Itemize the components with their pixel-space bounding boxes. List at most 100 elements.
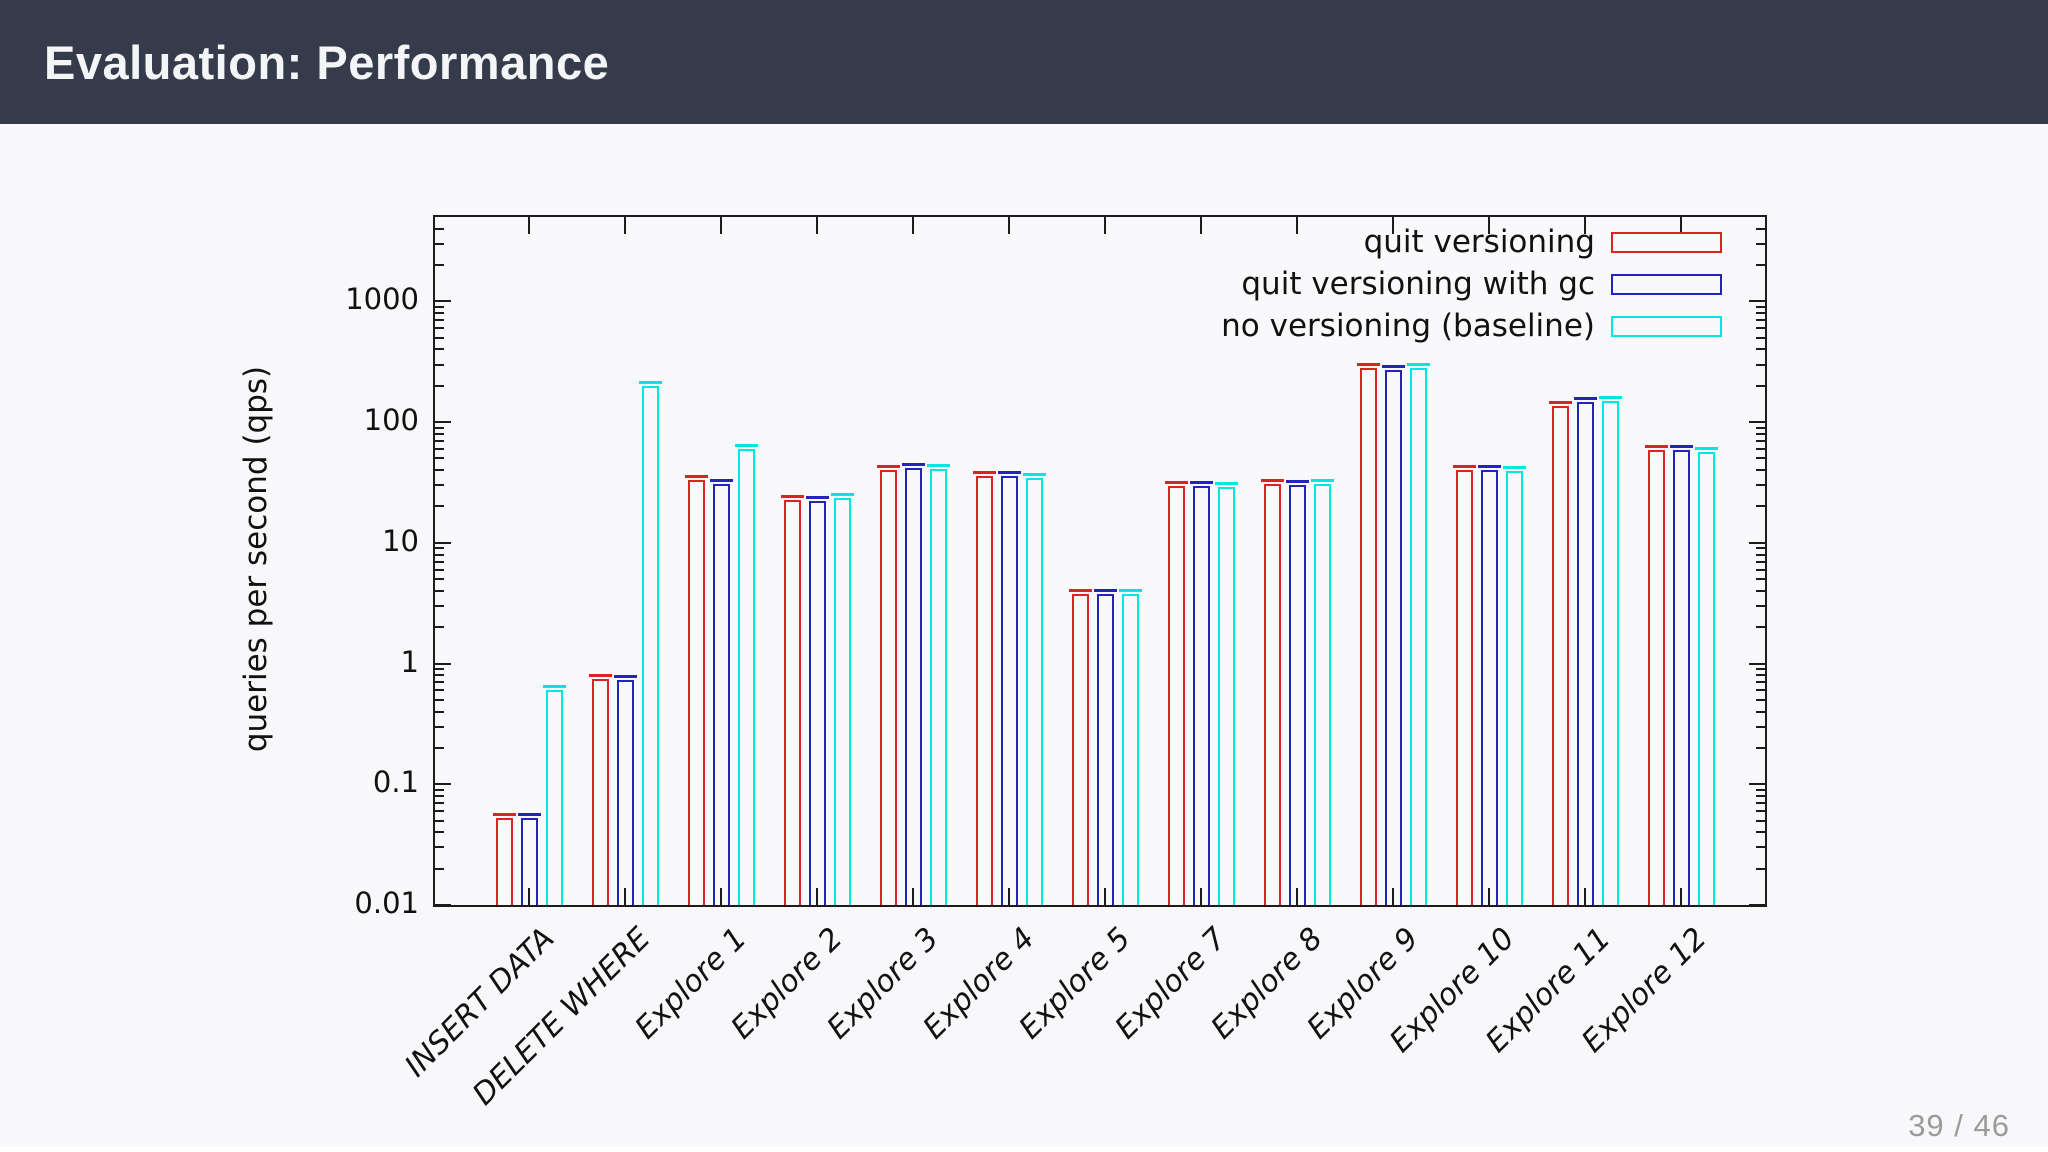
error-bar-cap	[543, 685, 566, 689]
error-bar-cap	[1190, 481, 1213, 485]
y-minor-tick	[435, 319, 444, 322]
bar-no-versioning-baseline--10	[1410, 368, 1427, 905]
bar-quit-versioning-8	[1168, 486, 1185, 905]
legend-label-3: no versioning (baseline)	[1221, 308, 1595, 344]
y-minor-tick	[435, 794, 444, 797]
y-minor-tick	[435, 547, 444, 550]
y-tick-label: 0.01	[354, 886, 419, 920]
x-tick-bottom	[816, 888, 818, 905]
y-minor-tick	[1756, 505, 1765, 508]
y-minor-tick	[1756, 668, 1765, 671]
y-minor-tick	[1756, 689, 1765, 692]
x-tick-bottom	[1680, 888, 1682, 905]
y-minor-tick	[435, 604, 444, 607]
error-bar-cap	[589, 674, 612, 678]
error-bar-cap	[1407, 363, 1430, 367]
plot-area	[433, 215, 1767, 907]
x-tick-bottom	[1104, 888, 1106, 905]
y-minor-tick	[435, 426, 444, 429]
y-minor-tick	[1756, 336, 1765, 339]
y-minor-tick	[1756, 484, 1765, 487]
y-minor-tick	[435, 689, 444, 692]
error-bar-cap	[998, 471, 1021, 475]
y-minor-tick	[1756, 553, 1765, 556]
y-minor-tick	[1756, 788, 1765, 791]
y-minor-tick	[1756, 589, 1765, 592]
error-bar-cap	[735, 443, 758, 447]
error-bar-cap	[614, 675, 637, 679]
bar-no-versioning-baseline--9	[1314, 483, 1331, 905]
y-tick-label: 10	[382, 523, 419, 558]
bar-quit-versioning-2	[592, 679, 609, 905]
y-minor-tick	[1756, 363, 1765, 366]
x-tick-bottom	[1296, 888, 1298, 905]
error-bar-cap	[1670, 444, 1693, 448]
error-bar-cap	[902, 462, 925, 466]
x-category-label: DELETE WHERE	[466, 921, 658, 1113]
bar-quit-versioning-with-gc-5	[905, 467, 922, 905]
y-minor-tick	[435, 831, 444, 834]
error-bar-cap	[1165, 481, 1188, 485]
y-major-tick	[435, 541, 451, 544]
y-minor-tick	[1756, 698, 1765, 701]
error-bar-cap	[518, 812, 541, 816]
y-major-tick	[435, 662, 451, 665]
bar-quit-versioning-11	[1456, 470, 1473, 905]
bar-no-versioning-baseline--4	[834, 498, 851, 905]
error-bar-cap	[1286, 479, 1309, 483]
bar-quit-versioning-with-gc-8	[1193, 486, 1210, 905]
bar-quit-versioning-with-gc-10	[1385, 369, 1402, 905]
y-minor-tick	[435, 439, 444, 442]
y-minor-tick	[435, 674, 444, 677]
error-bar-cap	[1069, 588, 1092, 592]
y-minor-tick	[435, 384, 444, 387]
y-minor-tick	[1756, 305, 1765, 308]
bar-quit-versioning-with-gc-3	[713, 483, 730, 905]
error-bar-cap	[639, 381, 662, 385]
y-minor-tick	[435, 681, 444, 684]
y-minor-tick	[1756, 312, 1765, 315]
y-minor-tick	[435, 227, 444, 230]
error-bar-cap	[493, 812, 516, 816]
error-bar-cap	[806, 495, 829, 499]
y-minor-tick	[1756, 846, 1765, 849]
y-major-tick	[1749, 904, 1765, 906]
y-minor-tick	[1756, 810, 1765, 813]
x-tick-top	[816, 217, 818, 234]
error-bar-cap	[1695, 446, 1718, 450]
x-tick-top	[1392, 217, 1394, 234]
bar-quit-versioning-with-gc-4	[809, 500, 826, 905]
y-minor-tick	[1756, 327, 1765, 330]
bar-quit-versioning-with-gc-11	[1481, 470, 1498, 905]
y-minor-tick	[1756, 469, 1765, 472]
x-tick-top	[624, 217, 626, 234]
bar-quit-versioning-with-gc-7	[1097, 594, 1114, 905]
x-tick-top	[528, 217, 530, 234]
x-tick-bottom	[624, 888, 626, 905]
bar-no-versioning-baseline--2	[642, 386, 659, 905]
error-bar-cap	[1357, 362, 1380, 366]
y-minor-tick	[1756, 319, 1765, 322]
x-tick-top	[1584, 217, 1586, 234]
legend-key-1	[1611, 232, 1722, 253]
y-minor-tick	[1756, 568, 1765, 571]
x-tick-top	[1104, 217, 1106, 234]
page-number: 39 / 46	[1908, 1108, 2010, 1143]
y-tick-label: 1	[400, 644, 419, 679]
y-minor-tick	[435, 668, 444, 671]
y-minor-tick	[435, 801, 444, 804]
y-major-tick	[1749, 300, 1765, 303]
bar-no-versioning-baseline--6	[1026, 477, 1043, 905]
x-tick-top	[720, 217, 722, 234]
y-minor-tick	[1756, 426, 1765, 429]
x-tick-top	[1296, 217, 1298, 234]
bar-no-versioning-baseline--12	[1602, 400, 1619, 905]
y-minor-tick	[435, 242, 444, 245]
error-bar-cap	[1599, 395, 1622, 399]
y-minor-tick	[1756, 801, 1765, 804]
y-minor-tick	[1756, 604, 1765, 607]
y-tick-label: 100	[363, 403, 419, 438]
y-major-tick	[1749, 541, 1765, 544]
bar-quit-versioning-with-gc-12	[1577, 402, 1594, 905]
y-minor-tick	[435, 484, 444, 487]
